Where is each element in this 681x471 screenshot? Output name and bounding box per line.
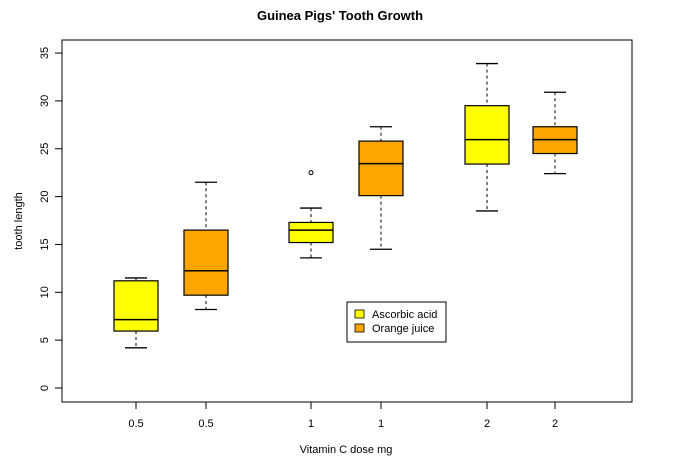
outlier-point bbox=[308, 170, 314, 176]
y-tick-label: 0 bbox=[39, 385, 51, 391]
y-axis-label: tooth length bbox=[13, 192, 25, 250]
iqr-box bbox=[288, 221, 334, 244]
iqr-box bbox=[464, 105, 510, 165]
x-tick-label: 0.5 bbox=[128, 418, 143, 430]
x-axis: 0.5 0.5 1 1 2 2 bbox=[128, 402, 558, 430]
x-tick-label: 1 bbox=[378, 418, 384, 430]
legend-swatch-orange-juice bbox=[354, 323, 365, 333]
legend-label-ascorbic-acid: Ascorbic acid bbox=[372, 309, 437, 321]
y-tick-label: 15 bbox=[39, 238, 51, 250]
iqr-box bbox=[358, 140, 404, 197]
iqr-box bbox=[183, 229, 229, 296]
y-tick-label: 10 bbox=[39, 286, 51, 298]
box-orange-juice-2 bbox=[532, 91, 578, 175]
y-tick-label: 20 bbox=[39, 190, 51, 202]
y-tick-label: 30 bbox=[39, 95, 51, 107]
iqr-box bbox=[113, 280, 159, 332]
box-ascorbic-acid-2 bbox=[464, 62, 510, 212]
legend-box bbox=[346, 301, 447, 343]
x-tick-label: 0.5 bbox=[198, 418, 213, 430]
legend-label-orange-juice: Orange juice bbox=[372, 323, 434, 335]
box-ascorbic-acid-0.5 bbox=[113, 277, 159, 349]
y-tick-label: 5 bbox=[39, 337, 51, 343]
x-tick-label: 2 bbox=[552, 418, 558, 430]
y-tick-label: 35 bbox=[39, 47, 51, 59]
y-axis: 0 5 10 15 20 25 30 35 bbox=[39, 47, 62, 391]
x-tick-label: 2 bbox=[484, 418, 490, 430]
boxes bbox=[113, 62, 578, 349]
x-tick-label: 1 bbox=[308, 418, 314, 430]
box-orange-juice-0.5 bbox=[183, 181, 229, 311]
box-orange-juice-1 bbox=[358, 126, 404, 250]
legend: Ascorbic acid Orange juice bbox=[346, 301, 447, 343]
legend-swatch-ascorbic-acid bbox=[354, 309, 365, 319]
y-tick-label: 25 bbox=[39, 143, 51, 155]
plot-frame bbox=[61, 39, 633, 403]
chart-title: Guinea Pigs' Tooth Growth bbox=[257, 8, 423, 23]
x-axis-label: Vitamin C dose mg bbox=[300, 444, 393, 456]
box-ascorbic-acid-1 bbox=[288, 170, 334, 259]
